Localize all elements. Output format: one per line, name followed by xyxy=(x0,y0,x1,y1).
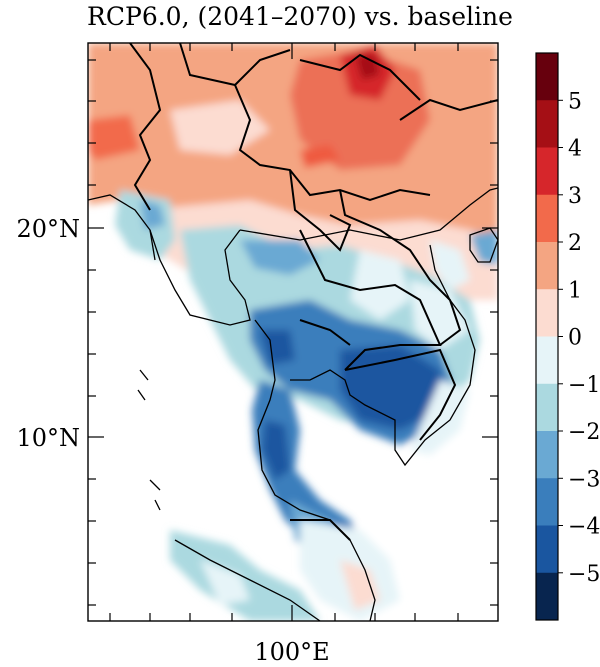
colorbar-swatch xyxy=(536,383,558,432)
colorbar-label: −2 xyxy=(568,420,600,445)
colorbar xyxy=(535,52,563,621)
lat-tick-label: 10°N xyxy=(16,424,80,452)
colorbar-swatch xyxy=(536,147,558,196)
map-frame xyxy=(87,42,499,622)
colorbar-label: 0 xyxy=(568,326,582,351)
colorbar-label: 2 xyxy=(568,231,582,256)
colorbar-label: −1 xyxy=(568,373,600,398)
colorbar-swatch xyxy=(536,572,558,621)
colorbar-swatch xyxy=(536,431,558,479)
colorbar-swatch xyxy=(536,525,558,574)
map-title: RCP6.0, (2041–2070) vs. baseline xyxy=(87,2,513,31)
colorbar-label: 5 xyxy=(568,89,582,114)
lat-tick-label: 20°N xyxy=(16,215,80,243)
lon-tick-label: 100°E xyxy=(254,638,329,666)
colorbar-label: 1 xyxy=(568,278,582,303)
colorbar-label: −4 xyxy=(568,515,600,540)
colorbar-label: 4 xyxy=(568,137,582,162)
map-panel xyxy=(88,43,498,621)
colorbar-swatch xyxy=(536,194,558,243)
colorbar-label: −5 xyxy=(568,562,600,587)
colorbar-swatch xyxy=(536,53,558,101)
country-borders xyxy=(129,43,498,541)
colorbar-labels: 5 4 3 2 1 0 −1 −2 −3 −4 −5 xyxy=(568,89,600,587)
colorbar-swatch xyxy=(536,289,558,337)
colorbar-swatch xyxy=(536,478,558,526)
colorbar-swatch xyxy=(536,336,558,385)
colorbar-label: 3 xyxy=(568,184,582,209)
axis-ticks xyxy=(88,43,498,621)
colorbar-label: −3 xyxy=(568,467,600,492)
colorbar-swatch xyxy=(536,100,558,148)
colorbar-swatch xyxy=(536,242,558,290)
